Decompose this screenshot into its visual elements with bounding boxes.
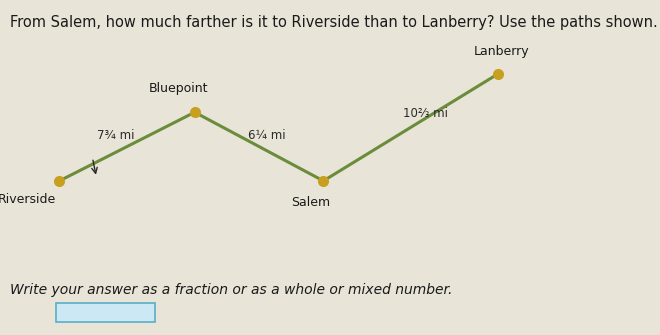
Text: 10⅔ mi: 10⅔ mi xyxy=(403,108,448,120)
Text: Write your answer as a fraction or as a whole or mixed number.: Write your answer as a fraction or as a … xyxy=(10,283,452,297)
Text: From Salem, how much farther is it to Riverside than to Lanberry? Use the paths : From Salem, how much farther is it to Ri… xyxy=(10,15,657,30)
Text: 7¾ mi: 7¾ mi xyxy=(97,129,134,142)
Text: Lanberry: Lanberry xyxy=(474,46,529,58)
Text: Bluepoint: Bluepoint xyxy=(148,82,208,95)
Text: 6¼ mi: 6¼ mi xyxy=(248,129,286,142)
Bar xyxy=(56,303,155,322)
Text: Riverside: Riverside xyxy=(0,193,55,206)
Text: Salem: Salem xyxy=(290,196,330,209)
